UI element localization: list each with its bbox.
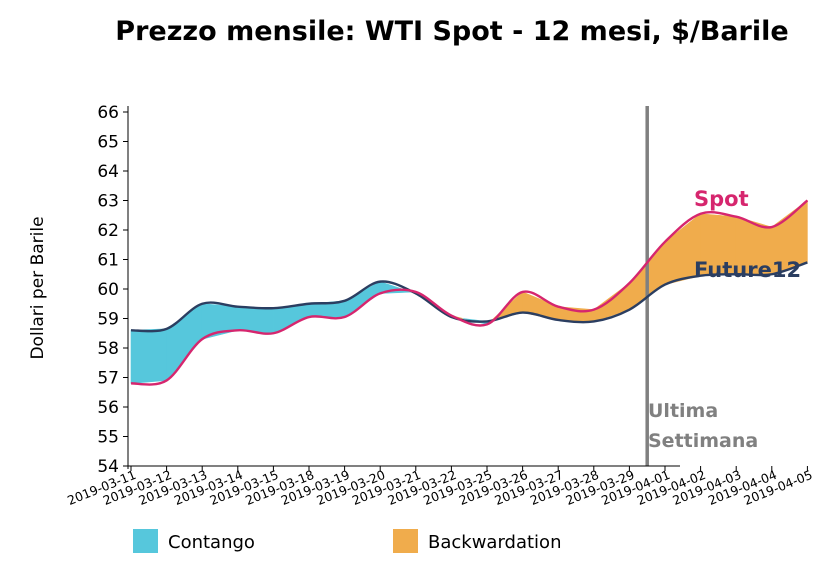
vline-label-line1: Ultima — [648, 400, 718, 422]
fill-layer — [130, 199, 808, 384]
legend-swatch-contango — [133, 529, 158, 553]
contango-fill-0-0 — [130, 328, 167, 384]
y-axis-label: Dollari per Barile — [28, 216, 48, 359]
series-line-future12 — [130, 261, 808, 333]
legend-label-contango: Contango — [168, 532, 255, 553]
series-label-future12: Future12 — [694, 258, 801, 282]
legend: Contango Backwardation — [133, 529, 561, 553]
contango-fill-2-0 — [201, 303, 239, 340]
legend-label-backwardation: Backwardation — [428, 532, 561, 553]
y-tick-label-62: 62 — [97, 221, 119, 241]
y-tick-label-54: 54 — [97, 457, 119, 477]
vline-label-line2: Settimana — [648, 430, 758, 452]
y-tick-label-55: 55 — [97, 428, 119, 448]
y-tick-label-59: 59 — [97, 310, 119, 330]
y-tick-label-63: 63 — [97, 192, 119, 212]
line-layer — [130, 199, 809, 386]
y-tick-label-57: 57 — [97, 369, 119, 389]
series-line-spot — [130, 199, 809, 386]
label-layer: Spot Future12 Ultima Settimana — [648, 187, 801, 452]
y-tick-label-66: 66 — [97, 103, 119, 123]
chart-title: Prezzo mensile: WTI Spot - 12 mesi, $/Ba… — [115, 16, 788, 47]
series-label-spot: Spot — [694, 187, 749, 211]
y-tick-label-64: 64 — [97, 162, 119, 182]
y-tick-label-58: 58 — [97, 339, 119, 359]
y-tick-label-60: 60 — [97, 280, 119, 300]
legend-swatch-backwardation — [393, 529, 418, 553]
y-tick-label-61: 61 — [97, 251, 119, 271]
y-tick-label-65: 65 — [97, 133, 119, 153]
y-tick-label-56: 56 — [97, 398, 119, 418]
